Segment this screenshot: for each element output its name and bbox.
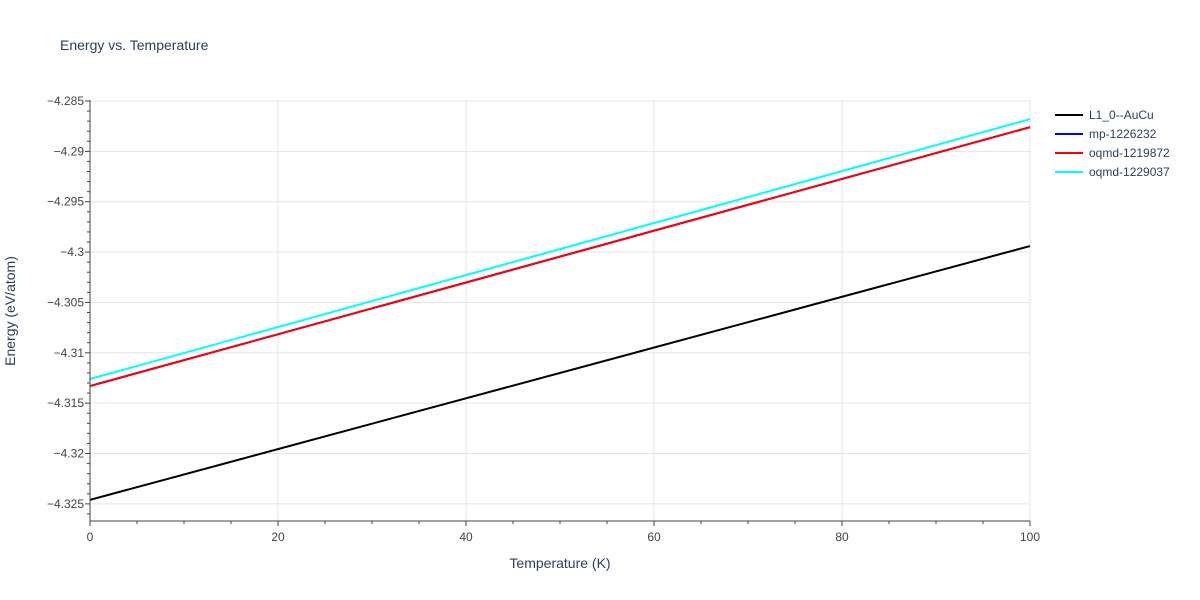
legend-label: oqmd-1229037 <box>1089 165 1170 179</box>
plot-area <box>89 118 1031 501</box>
legend-label: oqmd-1219872 <box>1089 146 1170 160</box>
legend-item[interactable]: oqmd-1219872 <box>1055 146 1170 160</box>
x-tick-label: 0 <box>87 530 94 544</box>
y-tick-label: −4.305 <box>47 295 84 309</box>
legend-item[interactable]: L1_0--AuCu <box>1055 108 1154 122</box>
x-tick-label: 40 <box>459 530 473 544</box>
x-tick-label: 80 <box>835 530 849 544</box>
legend-item[interactable]: oqmd-1229037 <box>1055 165 1170 179</box>
x-tick-label: 60 <box>647 530 661 544</box>
series-line <box>89 245 1031 501</box>
y-tick-label: −4.3 <box>60 245 84 259</box>
y-tick-label: −4.29 <box>54 144 85 158</box>
y-tick-label: −4.315 <box>47 396 84 410</box>
y-tick-label: −4.31 <box>54 346 85 360</box>
grid <box>89 100 1031 521</box>
y-tick-label: −4.32 <box>54 447 85 461</box>
series-line <box>89 126 1031 388</box>
y-tick-label: −4.325 <box>47 497 84 511</box>
y-tick-label: −4.295 <box>47 195 84 209</box>
x-tick-label: 20 <box>271 530 285 544</box>
series-line <box>89 118 1031 380</box>
y-tick-label: −4.285 <box>47 94 84 108</box>
legend-label: mp-1226232 <box>1089 127 1157 141</box>
legend-item[interactable]: mp-1226232 <box>1055 127 1157 141</box>
legend[interactable]: L1_0--AuCu mp-1226232 oqmd-1219872 oqmd-122… <box>1055 108 1170 179</box>
x-tick-label: 100 <box>1020 530 1040 544</box>
y-axis-title: Energy (eV/atom) <box>2 256 18 366</box>
axes <box>85 100 1031 526</box>
chart-title: Energy vs. Temperature <box>60 37 209 53</box>
legend-label: L1_0--AuCu <box>1089 108 1154 122</box>
x-axis-title: Temperature (K) <box>509 555 610 571</box>
tick-labels: 0 20 40 60 80 100 −4.325 −4.32 −4.315 −4.31 −4.305… <box>47 94 1040 544</box>
